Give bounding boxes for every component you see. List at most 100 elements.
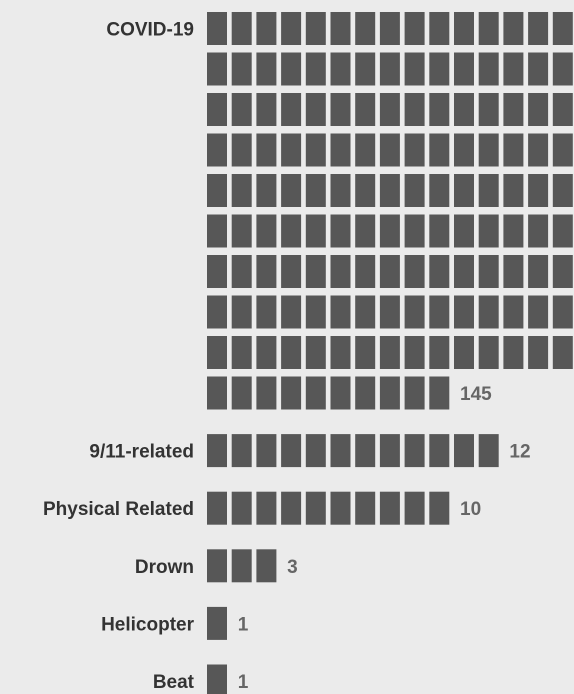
square-physical-related-1 [207,491,227,525]
square-covid-19-10 [429,12,450,45]
square-covid-19-145 [429,376,450,410]
square-covid-19-134 [528,336,549,369]
square-covid-19-86 [454,214,474,248]
square-covid-19-56 [454,133,474,167]
value-label-physical-related: 10 [460,499,481,520]
category-label-drown: Drown [135,557,194,578]
square-covid-19-127 [355,336,376,369]
square-covid-19-29 [528,52,549,86]
square-physical-related-9 [404,491,425,525]
square-covid-19-57 [478,133,499,167]
square-covid-19-49 [281,133,302,167]
square-covid-19-144 [404,376,425,410]
square-covid-19-20 [305,52,326,86]
square-covid-19-88 [503,214,524,248]
square-covid-19-13 [503,12,524,45]
square-covid-19-27 [478,52,499,86]
square-physical-related-10 [429,491,450,525]
category-label-physical-related: Physical Related [43,499,194,520]
square-covid-19-16 [207,52,227,86]
square-covid-19-122 [231,336,252,369]
square-covid-19-90 [552,214,573,248]
square-covid-19-2 [231,12,252,45]
square-covid-19-42 [478,93,499,126]
square-covid-19-47 [231,133,252,167]
value-label-beat: 1 [238,672,249,693]
square-covid-19-67 [355,174,376,207]
labels-layer: COVID-19 145 9/11-related 12 Physical Relate… [43,20,531,694]
square-9-11-related-11 [454,434,474,468]
square-physical-related-5 [305,491,326,525]
square-covid-19-50 [305,133,326,167]
square-physical-related-4 [281,491,302,525]
square-covid-19-100 [429,255,450,288]
value-label-covid-19: 145 [460,384,492,405]
square-covid-19-63 [256,174,277,207]
square-covid-19-81 [330,214,351,248]
square-covid-19-74 [528,174,549,207]
square-covid-19-106 [207,295,227,329]
square-covid-19-139 [281,376,302,410]
square-covid-19-32 [231,93,252,126]
square-covid-19-87 [478,214,499,248]
square-covid-19-78 [256,214,277,248]
square-covid-19-37 [355,93,376,126]
square-covid-19-89 [528,214,549,248]
square-9-11-related-6 [330,434,351,468]
square-covid-19-126 [330,336,351,369]
square-covid-19-22 [355,52,376,86]
square-covid-19-62 [231,174,252,207]
square-9-11-related-9 [404,434,425,468]
square-covid-19-36 [330,93,351,126]
square-covid-19-68 [379,174,400,207]
square-covid-19-80 [305,214,326,248]
square-9-11-related-5 [305,434,326,468]
square-covid-19-23 [379,52,400,86]
square-covid-19-15 [552,12,573,45]
square-covid-19-8 [379,12,400,45]
square-covid-19-40 [429,93,450,126]
square-covid-19-137 [231,376,252,410]
square-covid-19-55 [429,133,450,167]
square-covid-19-135 [552,336,573,369]
square-covid-19-30 [552,52,573,86]
square-covid-19-45 [552,93,573,126]
square-covid-19-98 [379,255,400,288]
square-physical-related-3 [256,491,277,525]
square-covid-19-121 [207,336,227,369]
square-covid-19-7 [355,12,376,45]
square-covid-19-18 [256,52,277,86]
square-covid-19-66 [330,174,351,207]
category-label-9-11-related: 9/11-related [89,442,194,463]
square-covid-19-119 [528,295,549,329]
square-covid-19-84 [404,214,425,248]
square-covid-19-109 [281,295,302,329]
square-covid-19-25 [429,52,450,86]
square-covid-19-77 [231,214,252,248]
square-covid-19-85 [429,214,450,248]
square-covid-19-113 [379,295,400,329]
square-covid-19-141 [330,376,351,410]
square-covid-19-17 [231,52,252,86]
category-label-covid-19: COVID-19 [106,20,194,41]
square-covid-19-138 [256,376,277,410]
square-covid-19-128 [379,336,400,369]
square-9-11-related-2 [231,434,252,468]
square-covid-19-96 [330,255,351,288]
square-covid-19-6 [330,12,351,45]
square-covid-19-44 [528,93,549,126]
square-9-11-related-8 [379,434,400,468]
square-9-11-related-4 [281,434,302,468]
square-covid-19-142 [355,376,376,410]
square-covid-19-102 [478,255,499,288]
square-covid-19-69 [404,174,425,207]
square-covid-19-61 [207,174,227,207]
square-covid-19-26 [454,52,474,86]
value-label-9-11-related: 12 [509,442,530,463]
square-covid-19-110 [305,295,326,329]
square-covid-19-58 [503,133,524,167]
square-covid-19-3 [256,12,277,45]
square-covid-19-64 [281,174,302,207]
square-covid-19-24 [404,52,425,86]
